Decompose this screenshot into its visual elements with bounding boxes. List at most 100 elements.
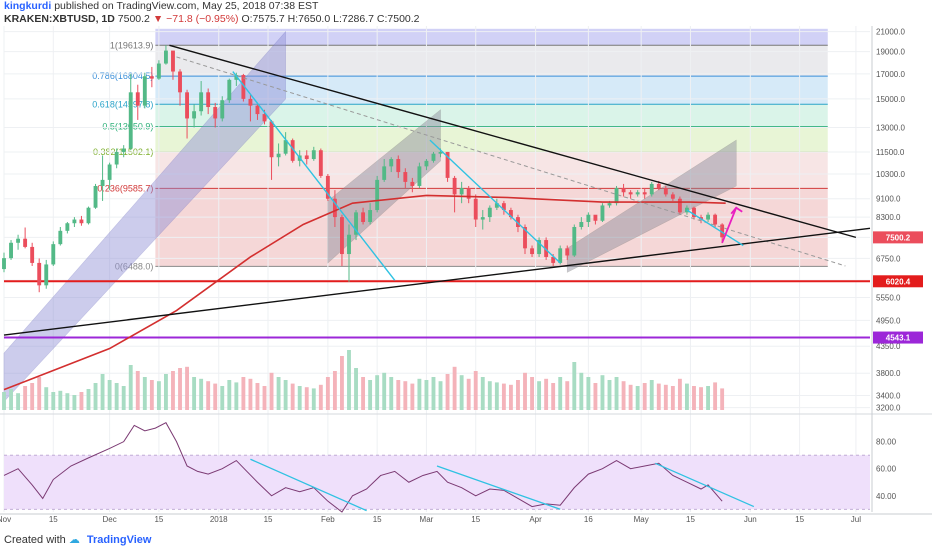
cyan-trendline-2 — [429, 139, 561, 264]
candle-body — [107, 164, 112, 180]
volume-bar — [368, 380, 373, 410]
volume-bar — [283, 380, 288, 410]
date-tick-label: 15 — [49, 515, 58, 524]
symbol-label: KRAKEN:XBTUSD, 1D — [4, 13, 115, 25]
volume-bar — [459, 375, 464, 410]
rsi-band — [4, 455, 870, 510]
volume-bar — [135, 371, 140, 410]
candle-body — [565, 248, 570, 256]
price-badge-label-2: 6020.4 — [886, 277, 911, 286]
fib-band-0.382 — [155, 126, 828, 152]
volume-bar — [16, 393, 21, 410]
candle-body — [600, 205, 605, 221]
candle-body — [572, 226, 577, 256]
rsi-trendline-1 — [250, 458, 367, 512]
price-tick-label: 3400.0 — [876, 391, 901, 400]
candle-body — [114, 151, 119, 165]
price-tick-label: 4950.0 — [876, 316, 901, 325]
volume-bar — [149, 380, 154, 410]
candle-body — [37, 262, 42, 286]
candle-body — [480, 217, 485, 220]
volume-bar — [572, 362, 577, 410]
support-trendline — [3, 227, 871, 336]
volume-bar — [361, 377, 366, 410]
volume-bar — [642, 383, 647, 410]
tradingview-brand[interactable]: TradingView — [86, 534, 152, 546]
candle-body — [452, 177, 457, 195]
candle-body — [445, 151, 450, 178]
volume-bar — [677, 378, 682, 410]
volume-bar — [340, 356, 344, 410]
volume-bar — [86, 389, 91, 410]
candle-body — [656, 183, 661, 189]
date-tick-label: May — [634, 515, 649, 524]
candle-body — [16, 238, 21, 243]
author-name[interactable]: kingkurdi — [4, 0, 52, 12]
volume-bar — [565, 381, 570, 410]
volume-bar — [318, 384, 323, 410]
published-info: published on TradingView.com, May 25, 20… — [54, 0, 319, 12]
volume-bar — [494, 382, 499, 410]
rsi-tick-label: 60.00 — [876, 465, 897, 474]
volume-bar — [706, 386, 711, 410]
fib-label-1: 1(19613.9) — [110, 40, 154, 50]
volume-bar — [720, 388, 725, 410]
volume-bar — [438, 381, 443, 410]
volume-bar — [178, 368, 182, 410]
price-badges: 7500.2 6020.4 4543.1 — [873, 231, 923, 344]
candle-body — [227, 79, 232, 101]
candle-body — [677, 198, 682, 213]
candle-body — [530, 248, 534, 255]
candles — [2, 45, 725, 293]
candle-body — [706, 214, 711, 220]
candle-body — [473, 198, 478, 220]
volume-bar — [248, 378, 253, 410]
volume-bar — [114, 383, 119, 410]
fib-label-0.5: 0.5(13050.9) — [102, 122, 153, 132]
volume-bar — [579, 372, 584, 410]
candle-body — [368, 210, 373, 222]
fib-label-0.236: 0.236(9585.7) — [97, 183, 153, 193]
volume-bar — [213, 383, 218, 410]
candle-body — [692, 207, 696, 218]
volume-bar — [375, 375, 380, 410]
volume-bar — [163, 374, 168, 410]
volume-bar — [276, 377, 281, 410]
rsi-trendline-2 — [436, 465, 561, 510]
candle-body — [382, 166, 387, 180]
volume-bar — [551, 383, 556, 410]
volume-bar — [107, 380, 112, 410]
date-tick-label: Nov — [0, 515, 11, 524]
date-tick-label: 15 — [154, 515, 163, 524]
cyan-trendline-1 — [232, 71, 396, 281]
volume-bar — [586, 377, 591, 410]
volume-bar — [685, 383, 689, 410]
price-badge-label-1: 7500.2 — [886, 233, 911, 242]
candle-body — [417, 166, 422, 186]
candle-body — [466, 188, 471, 199]
volume-bar — [508, 384, 513, 410]
volume-bar — [30, 383, 35, 410]
date-tick-label: 15 — [373, 515, 382, 524]
volume-bar — [396, 380, 401, 410]
candle-body — [558, 248, 563, 263]
volume-bar — [628, 384, 633, 410]
candle-body — [234, 75, 239, 80]
volume-bar — [480, 377, 485, 410]
fib-retracement: 1(19613.9) 0.786(16804.5) 0.618(14597.8) 0.… — [92, 28, 828, 271]
price-tick-label: 4350.0 — [876, 342, 901, 351]
candle-body — [347, 234, 351, 255]
volume-bar — [234, 382, 239, 410]
volume-bar — [537, 381, 542, 410]
rsi-panel — [0, 413, 932, 513]
volume-bar — [156, 381, 161, 410]
volume-bar — [332, 371, 337, 410]
rsi-line — [3, 422, 723, 513]
volume-bar — [206, 381, 211, 410]
price-tick-label: 3200.0 — [876, 404, 901, 413]
date-tick-label: Apr — [529, 515, 542, 524]
volume-bar — [37, 377, 42, 410]
volume-bar — [501, 383, 506, 410]
volume-bar — [128, 365, 133, 410]
